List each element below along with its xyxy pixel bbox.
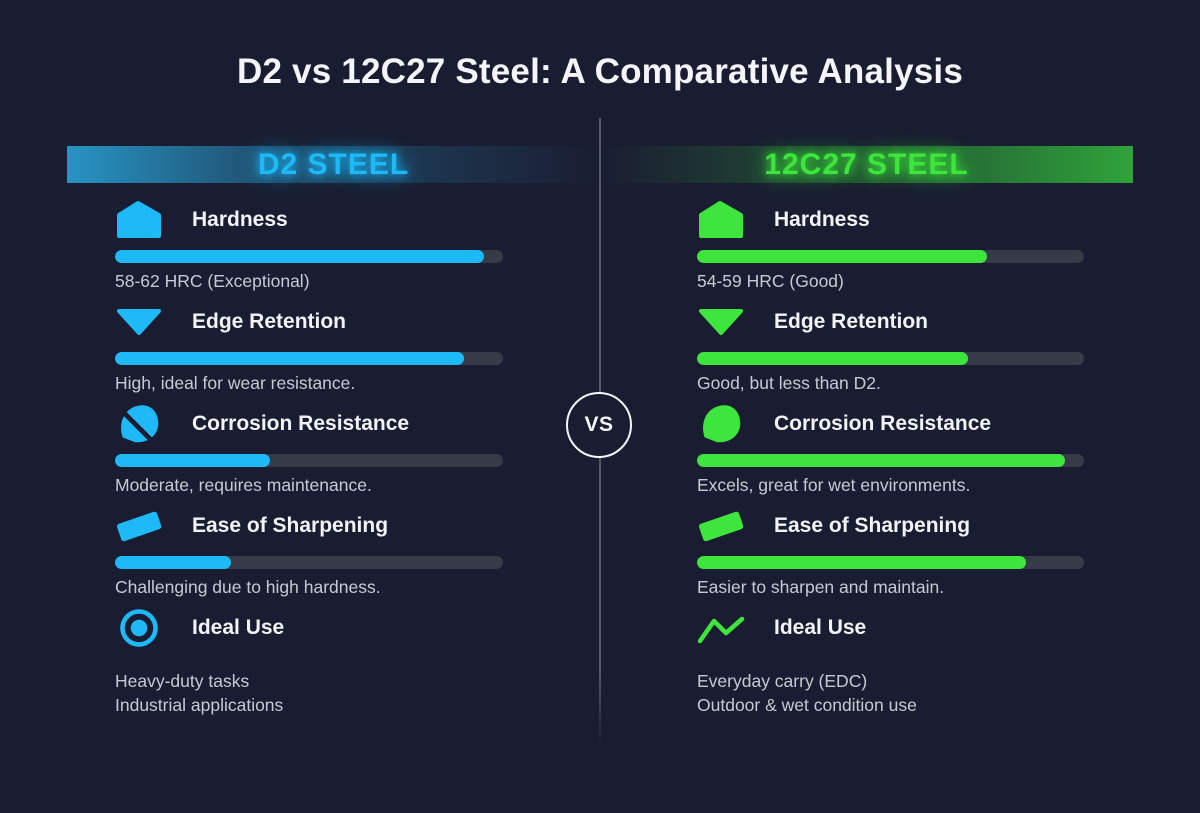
feature-title: Corrosion Resistance [774, 412, 992, 435]
rating-bar-fill [697, 250, 988, 263]
section-corrosion-resistance: Corrosion Resistance Excels, great for w… [697, 403, 1084, 497]
section-corrosion-resistance: Corrosion Resistance Moderate, requires … [115, 403, 503, 497]
column-12c27-steel: 12C27 STEEL Hardness 54-59 HRC (Good) [600, 146, 1133, 725]
ideal-use-line: Outdoor & wet condition use [697, 695, 917, 715]
rating-bar-fill [115, 352, 465, 365]
feature-description: Challenging due to high hardness. [115, 577, 381, 597]
feature-description: High, ideal for wear resistance. [115, 373, 356, 393]
feature-description: Heavy-duty tasks Industrial applications [115, 669, 503, 717]
d2-content: Hardness 58-62 HRC (Exceptional) Edge Re… [115, 183, 503, 717]
feature-description: Moderate, requires maintenance. [115, 475, 372, 495]
pentagon-gem-icon [115, 200, 163, 240]
whetstone-icon [697, 504, 745, 548]
feature-description: Excels, great for wet environments. [697, 475, 971, 495]
triangle-down-icon [697, 306, 745, 338]
ideal-use-line: Heavy-duty tasks [115, 671, 250, 691]
rating-bar-track [115, 250, 503, 263]
feature-description: Good, but less than D2. [697, 373, 881, 393]
feature-title: Ease of Sharpening [774, 514, 971, 537]
d2-header-bar: D2 STEEL [67, 146, 600, 183]
rating-bar-fill [697, 352, 968, 365]
feature-title: Corrosion Resistance [192, 412, 410, 435]
rating-bar-track [115, 352, 503, 365]
section-edge-retention: Edge Retention Good, but less than D2. [697, 301, 1084, 395]
page-title: D2 vs 12C27 Steel: A Comparative Analysi… [236, 52, 964, 91]
target-icon [115, 606, 163, 650]
triangle-down-icon [115, 306, 163, 338]
section-ease-of-sharpening: Ease of Sharpening Easier to sharpen and… [697, 505, 1084, 599]
column-d2-steel: D2 STEEL Hardness 58-62 HRC (Exceptional… [67, 146, 600, 725]
section-hardness: Hardness 58-62 HRC (Exceptional) [115, 199, 503, 293]
droplet-slash-icon [115, 401, 163, 447]
12c27-header-bar: 12C27 STEEL [600, 146, 1133, 183]
d2-header-label: D2 STEEL [257, 147, 410, 181]
rating-bar-fill [115, 454, 271, 467]
section-ideal-use: Ideal Use Everyday carry (EDC) Outdoor &… [697, 607, 1084, 717]
zigzag-line-icon [697, 608, 745, 648]
feature-title: Edge Retention [774, 310, 929, 333]
rating-bar-track [697, 352, 1084, 365]
rating-bar-fill [115, 250, 484, 263]
feature-title: Ease of Sharpening [192, 514, 389, 537]
section-ease-of-sharpening: Ease of Sharpening Challenging due to hi… [115, 505, 503, 599]
droplet-icon [697, 401, 745, 447]
feature-title: Edge Retention [192, 310, 347, 333]
rating-bar-track [697, 556, 1084, 569]
feature-title: Ideal Use [774, 616, 867, 639]
section-hardness: Hardness 54-59 HRC (Good) [697, 199, 1084, 293]
feature-title: Hardness [192, 208, 288, 231]
rating-bar-track [697, 250, 1084, 263]
section-ideal-use: Ideal Use Heavy-duty tasks Industrial ap… [115, 607, 503, 717]
feature-title: Hardness [774, 208, 870, 231]
ideal-use-line: Industrial applications [115, 695, 284, 715]
rating-bar-fill [697, 556, 1026, 569]
ideal-use-line: Everyday carry (EDC) [697, 671, 868, 691]
section-edge-retention: Edge Retention High, ideal for wear resi… [115, 301, 503, 395]
rating-bar-track [697, 454, 1084, 467]
feature-description: Everyday carry (EDC) Outdoor & wet condi… [697, 669, 1084, 717]
rating-bar-fill [115, 556, 232, 569]
feature-title: Ideal Use [192, 616, 285, 639]
rating-bar-track [115, 454, 503, 467]
whetstone-icon [115, 504, 163, 548]
rating-bar-track [115, 556, 503, 569]
feature-description: 58-62 HRC (Exceptional) [115, 271, 310, 291]
feature-description: 54-59 HRC (Good) [697, 271, 844, 291]
rating-bar-fill [697, 454, 1065, 467]
12c27-header-label: 12C27 STEEL [764, 147, 969, 181]
12c27-content: Hardness 54-59 HRC (Good) Edge Retention [697, 183, 1084, 717]
feature-description: Easier to sharpen and maintain. [697, 577, 945, 597]
pentagon-gem-icon [697, 200, 745, 240]
vs-badge: VS [566, 392, 632, 458]
vs-label: VS [584, 413, 614, 436]
